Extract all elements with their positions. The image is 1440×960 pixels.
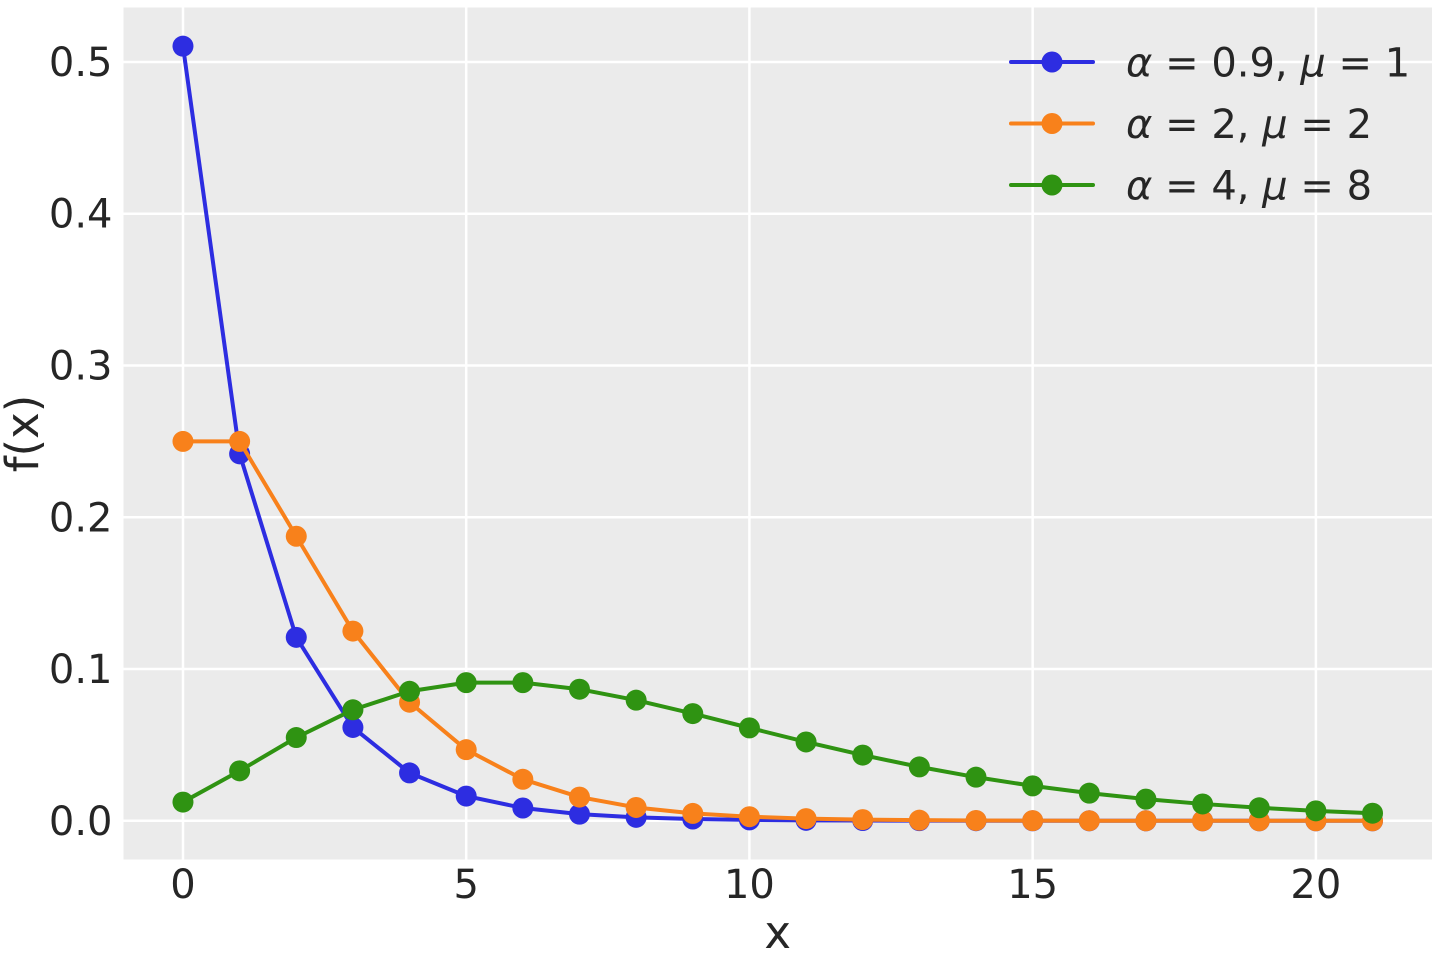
series-line <box>180 439 1375 823</box>
data-point <box>172 35 194 57</box>
data-point <box>172 791 194 813</box>
data-point <box>1078 810 1100 832</box>
legend-marker <box>1041 51 1063 73</box>
legend-label: α = 2, μ = 2 <box>1126 102 1372 148</box>
data-point <box>1078 782 1100 804</box>
x-tick-label: 5 <box>453 862 478 908</box>
data-point <box>1135 788 1157 810</box>
data-point <box>1022 775 1044 797</box>
legend-label: α = 0.9, μ = 1 <box>1126 41 1410 87</box>
data-point <box>795 808 817 830</box>
data-point <box>908 756 930 778</box>
x-tick-label: 10 <box>724 862 775 908</box>
data-point <box>908 809 930 831</box>
data-point <box>795 731 817 753</box>
data-point <box>682 802 704 824</box>
data-point <box>285 525 307 547</box>
y-tick-label: 0.0 <box>49 799 113 845</box>
data-point <box>1135 810 1157 832</box>
x-tick-label: 20 <box>1290 862 1341 908</box>
y-tick-label: 0.3 <box>49 344 113 390</box>
data-point <box>568 678 590 700</box>
tick-labels: 0 5 10 15 20 0.0 0.1 0.2 0.3 0.4 0.5 <box>49 40 1341 908</box>
data-point <box>625 689 647 711</box>
data-point <box>512 768 534 790</box>
data-point <box>342 699 364 721</box>
legend-label: α = 4, μ = 8 <box>1126 164 1372 210</box>
data-point <box>852 744 874 766</box>
data-point <box>455 672 477 694</box>
data-point <box>172 430 194 452</box>
data-point <box>399 762 421 784</box>
data-point <box>625 796 647 818</box>
data-point <box>738 717 760 739</box>
data-point <box>342 716 364 738</box>
data-point <box>965 809 987 831</box>
data-point <box>342 620 364 642</box>
data-point <box>1305 800 1327 822</box>
y-tick-label: 0.4 <box>49 192 113 238</box>
data-point <box>285 727 307 749</box>
data-point <box>1192 810 1214 832</box>
x-tick-label: 0 <box>170 862 195 908</box>
data-point <box>285 626 307 648</box>
data-point <box>399 680 421 702</box>
legend-entry: α = 2, μ = 2 <box>1009 102 1372 148</box>
legend-entry: α = 0.9, μ = 1 <box>1009 41 1410 87</box>
gridlines <box>123 7 1432 860</box>
series-line <box>180 680 1375 816</box>
x-tick-label: 15 <box>1007 862 1058 908</box>
data-point <box>852 809 874 831</box>
legend: α = 0.9, μ = 1 α = 2, μ = 2 α = 4, μ = 8 <box>1009 41 1410 210</box>
y-tick-label: 0.2 <box>49 495 113 541</box>
data-point <box>568 803 590 825</box>
data-point <box>965 766 987 788</box>
data-point <box>1362 802 1384 824</box>
data-point <box>1192 793 1214 815</box>
data-point <box>229 760 251 782</box>
data-point <box>1248 797 1270 819</box>
y-tick-label: 0.1 <box>49 647 113 693</box>
data-point <box>512 797 534 819</box>
data-point <box>738 806 760 828</box>
y-tick-label: 0.5 <box>49 40 113 86</box>
x-axis-label: x <box>764 906 791 959</box>
data-point <box>455 785 477 807</box>
data-point <box>682 703 704 725</box>
data-point <box>568 786 590 808</box>
data-point <box>455 739 477 761</box>
legend-entry: α = 4, μ = 8 <box>1009 164 1372 210</box>
data-point <box>229 430 251 452</box>
legend-marker <box>1041 174 1063 196</box>
data-point <box>1022 810 1044 832</box>
y-axis-label: f(x) <box>0 395 49 473</box>
data-point <box>512 672 534 694</box>
legend-marker <box>1041 113 1063 134</box>
series-2 <box>172 672 1384 824</box>
